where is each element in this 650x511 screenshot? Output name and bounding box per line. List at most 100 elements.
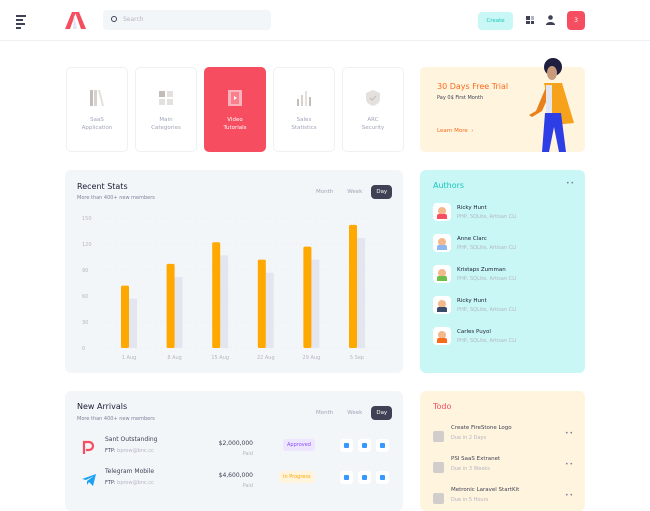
y-tick-label: 30: [82, 320, 88, 326]
bar-primary[interactable]: [121, 285, 129, 348]
search-placeholder: Search: [123, 16, 144, 23]
author-skills: PHP, SQLite, Artisan CLI: [457, 276, 517, 282]
todo-more-icon[interactable]: ••: [565, 430, 575, 437]
bar-primary[interactable]: [212, 242, 221, 348]
view-button[interactable]: [340, 439, 353, 452]
bar-secondary[interactable]: [174, 276, 183, 348]
edit-button[interactable]: [358, 471, 371, 484]
tile-label: ARC: [367, 117, 379, 123]
bar-secondary[interactable]: [220, 255, 229, 348]
tile-label: Video: [227, 117, 243, 123]
arrival-amount: $4,600,000: [218, 472, 253, 479]
tab-day[interactable]: Day: [371, 185, 393, 199]
recent-stats-title: Recent Stats: [77, 182, 128, 191]
arrival-name[interactable]: Sant Outstanding: [105, 436, 158, 443]
tile-video-tutorials[interactable]: Video Tutorials: [204, 67, 266, 152]
user-icon[interactable]: [546, 15, 555, 25]
view-button[interactable]: [340, 471, 353, 484]
edit-icon: [362, 443, 367, 448]
trial-title: 30 Days Free Trial: [437, 82, 509, 91]
new-arrivals-panel: New Arrivals More than 400+ new members …: [65, 391, 403, 511]
stats-period-tabs: Month Week Day: [311, 185, 393, 199]
arrival-paid-status: Paid: [242, 451, 253, 457]
tile-label: Application: [81, 125, 113, 132]
arrival-ftp: FTP: bprow@bnc.cc: [105, 448, 154, 454]
tab-month[interactable]: Month: [316, 189, 334, 195]
todo-due: Due in 5 Hours: [451, 497, 489, 503]
menu-toggle-icon[interactable]: [16, 15, 26, 31]
p-logo-icon: [82, 439, 95, 458]
avatar: [433, 265, 451, 283]
todo-panel: Todo Create FireStone Logo Due in 2 Days •…: [420, 391, 585, 511]
todo-checkbox[interactable]: [433, 493, 444, 504]
new-arrivals-title: New Arrivals: [77, 402, 128, 411]
tab-week[interactable]: Week: [347, 189, 363, 195]
recent-stats-subtitle: More than 400+ new members: [77, 195, 155, 201]
books-icon: [90, 90, 104, 106]
author-skills: PHP, SQLite, Artisan CLI: [457, 307, 517, 313]
delete-button[interactable]: [376, 439, 389, 452]
search-icon: [111, 16, 117, 22]
trial-subtitle: Pay 0$ First Month: [437, 95, 484, 101]
recent-stats-chart: 0 30 60 90 120 150 1 Aug 8 Aug 15 Aug 22 Aug 29 Au…: [82, 216, 385, 361]
bar-secondary[interactable]: [265, 272, 274, 348]
learn-more-link[interactable]: Learn More ›: [437, 128, 474, 134]
tab-day[interactable]: Day: [371, 406, 393, 420]
notifications-button[interactable]: 3: [567, 11, 585, 30]
edit-icon: [362, 475, 367, 480]
todo-more-icon[interactable]: ••: [565, 492, 575, 499]
author-name: Ricky Hunt: [457, 298, 487, 304]
author-skills: PHP, SQLite, Artisan CLI: [457, 338, 517, 344]
tab-week[interactable]: Week: [347, 410, 363, 416]
apps-icon[interactable]: [526, 16, 534, 24]
todo-checkbox[interactable]: [433, 431, 444, 442]
tile-arc-security[interactable]: ARC Security: [342, 67, 404, 152]
status-badge: In Progress: [279, 471, 315, 483]
free-trial-banner: 30 Days Free Trial Pay 0$ First Month Le…: [420, 58, 585, 152]
tile-saas-application[interactable]: SaaS Application: [66, 67, 128, 152]
grid-icon: [159, 90, 173, 106]
avatar: [433, 203, 451, 221]
bar-primary[interactable]: [349, 224, 357, 348]
y-tick-label: 150: [82, 216, 92, 222]
top-header: [0, 0, 650, 41]
avatar: [433, 327, 451, 345]
todo-more-icon[interactable]: ••: [565, 461, 575, 468]
x-tick-label: 5 Sep: [350, 355, 364, 361]
tile-sales-statistics[interactable]: Sales Statistics: [273, 67, 335, 152]
arrival-name[interactable]: Telegram Mobile: [105, 468, 155, 475]
tile-label: Categories: [151, 125, 181, 132]
bar-primary[interactable]: [257, 259, 266, 348]
x-tick-label: 22 Aug: [257, 355, 275, 361]
todo-title-text: Create FireStone Logo: [451, 425, 512, 431]
arrival-ftp: FTP: bprow@bnc.cc: [105, 480, 154, 486]
authors-panel: Authors •• Ricky Hunt PHP, SQLite, Artisa…: [420, 170, 585, 373]
authors-more-icon[interactable]: ••: [566, 180, 576, 187]
tile-label: SaaS: [90, 117, 104, 123]
bar-secondary[interactable]: [129, 298, 137, 348]
author-name: Carles Puyol: [457, 329, 491, 335]
edit-button[interactable]: [358, 439, 371, 452]
bar-secondary[interactable]: [357, 237, 365, 348]
x-tick-label: 8 Aug: [167, 355, 182, 361]
logo-icon[interactable]: [65, 12, 87, 29]
view-icon: [344, 475, 349, 480]
tile-label: Tutorials: [223, 125, 247, 132]
walking-person-illustration: [529, 58, 574, 152]
tile-main-categories[interactable]: Main Categories: [135, 67, 197, 152]
todo-title: Todo: [433, 402, 452, 411]
tab-month[interactable]: Month: [316, 410, 334, 416]
delete-button[interactable]: [376, 471, 389, 484]
avatar: [433, 296, 451, 314]
todo-checkbox[interactable]: [433, 462, 444, 473]
bar-secondary[interactable]: [311, 259, 320, 348]
tile-label: Statistics: [291, 125, 317, 132]
delete-icon: [380, 475, 385, 480]
y-tick-label: 60: [82, 294, 88, 300]
new-arrivals-subtitle: More than 400+ new members: [77, 416, 155, 422]
bar-primary[interactable]: [166, 263, 175, 348]
avatar: [433, 234, 451, 252]
bar-primary[interactable]: [303, 246, 312, 348]
search-input[interactable]: Search: [103, 10, 271, 30]
create-button[interactable]: Create: [478, 12, 513, 30]
